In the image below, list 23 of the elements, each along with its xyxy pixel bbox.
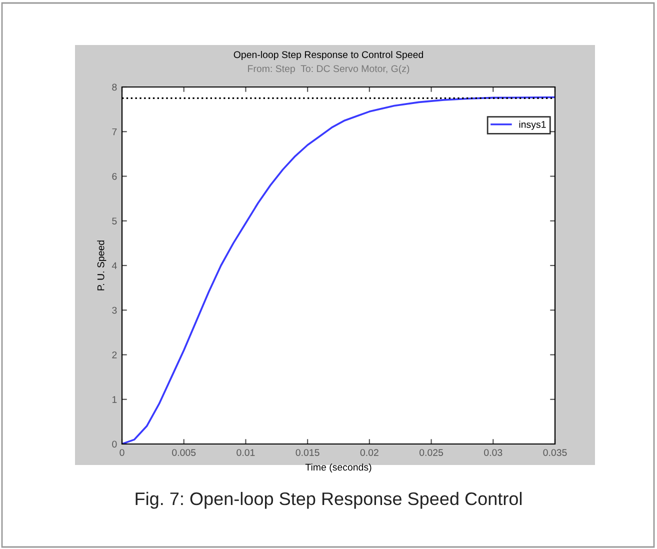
chart-title: Open-loop Step Response to Control Speed: [234, 50, 424, 60]
y-tick-label: 6: [112, 172, 117, 180]
x-tick-label: 0: [120, 449, 124, 456]
x-tick-label: 0.035: [543, 449, 567, 456]
x-tick-label: 0.025: [420, 449, 444, 456]
y-tick-label: 8: [112, 84, 117, 91]
y-tick-label: 1: [112, 396, 117, 403]
x-tick-label: 0.03: [484, 449, 502, 456]
x-tick-label: 0.005: [172, 449, 196, 456]
x-axis-title: Time (seconds): [305, 463, 372, 473]
y-tick-label: 5: [112, 218, 117, 224]
y-tick-label: 2: [112, 351, 117, 358]
y-tick-label: 3: [112, 306, 117, 314]
chart-subtitle: From: Step To: DC Servo Motor, G(z): [248, 64, 410, 74]
x-tick-label: 0.02: [360, 449, 378, 456]
y-axis-title: P. U. Speed: [97, 240, 106, 290]
y-tick-label: 0: [112, 440, 117, 448]
caption: Fig. 7: Open-loop Step Response Speed Control: [136, 492, 522, 509]
y-tick-label: 7: [112, 128, 117, 136]
legend-label: insys1: [519, 120, 546, 130]
x-tick-label: 0.015: [296, 449, 320, 456]
x-tick-label: 0.01: [236, 449, 255, 456]
y-tick-label: 4: [112, 262, 117, 270]
